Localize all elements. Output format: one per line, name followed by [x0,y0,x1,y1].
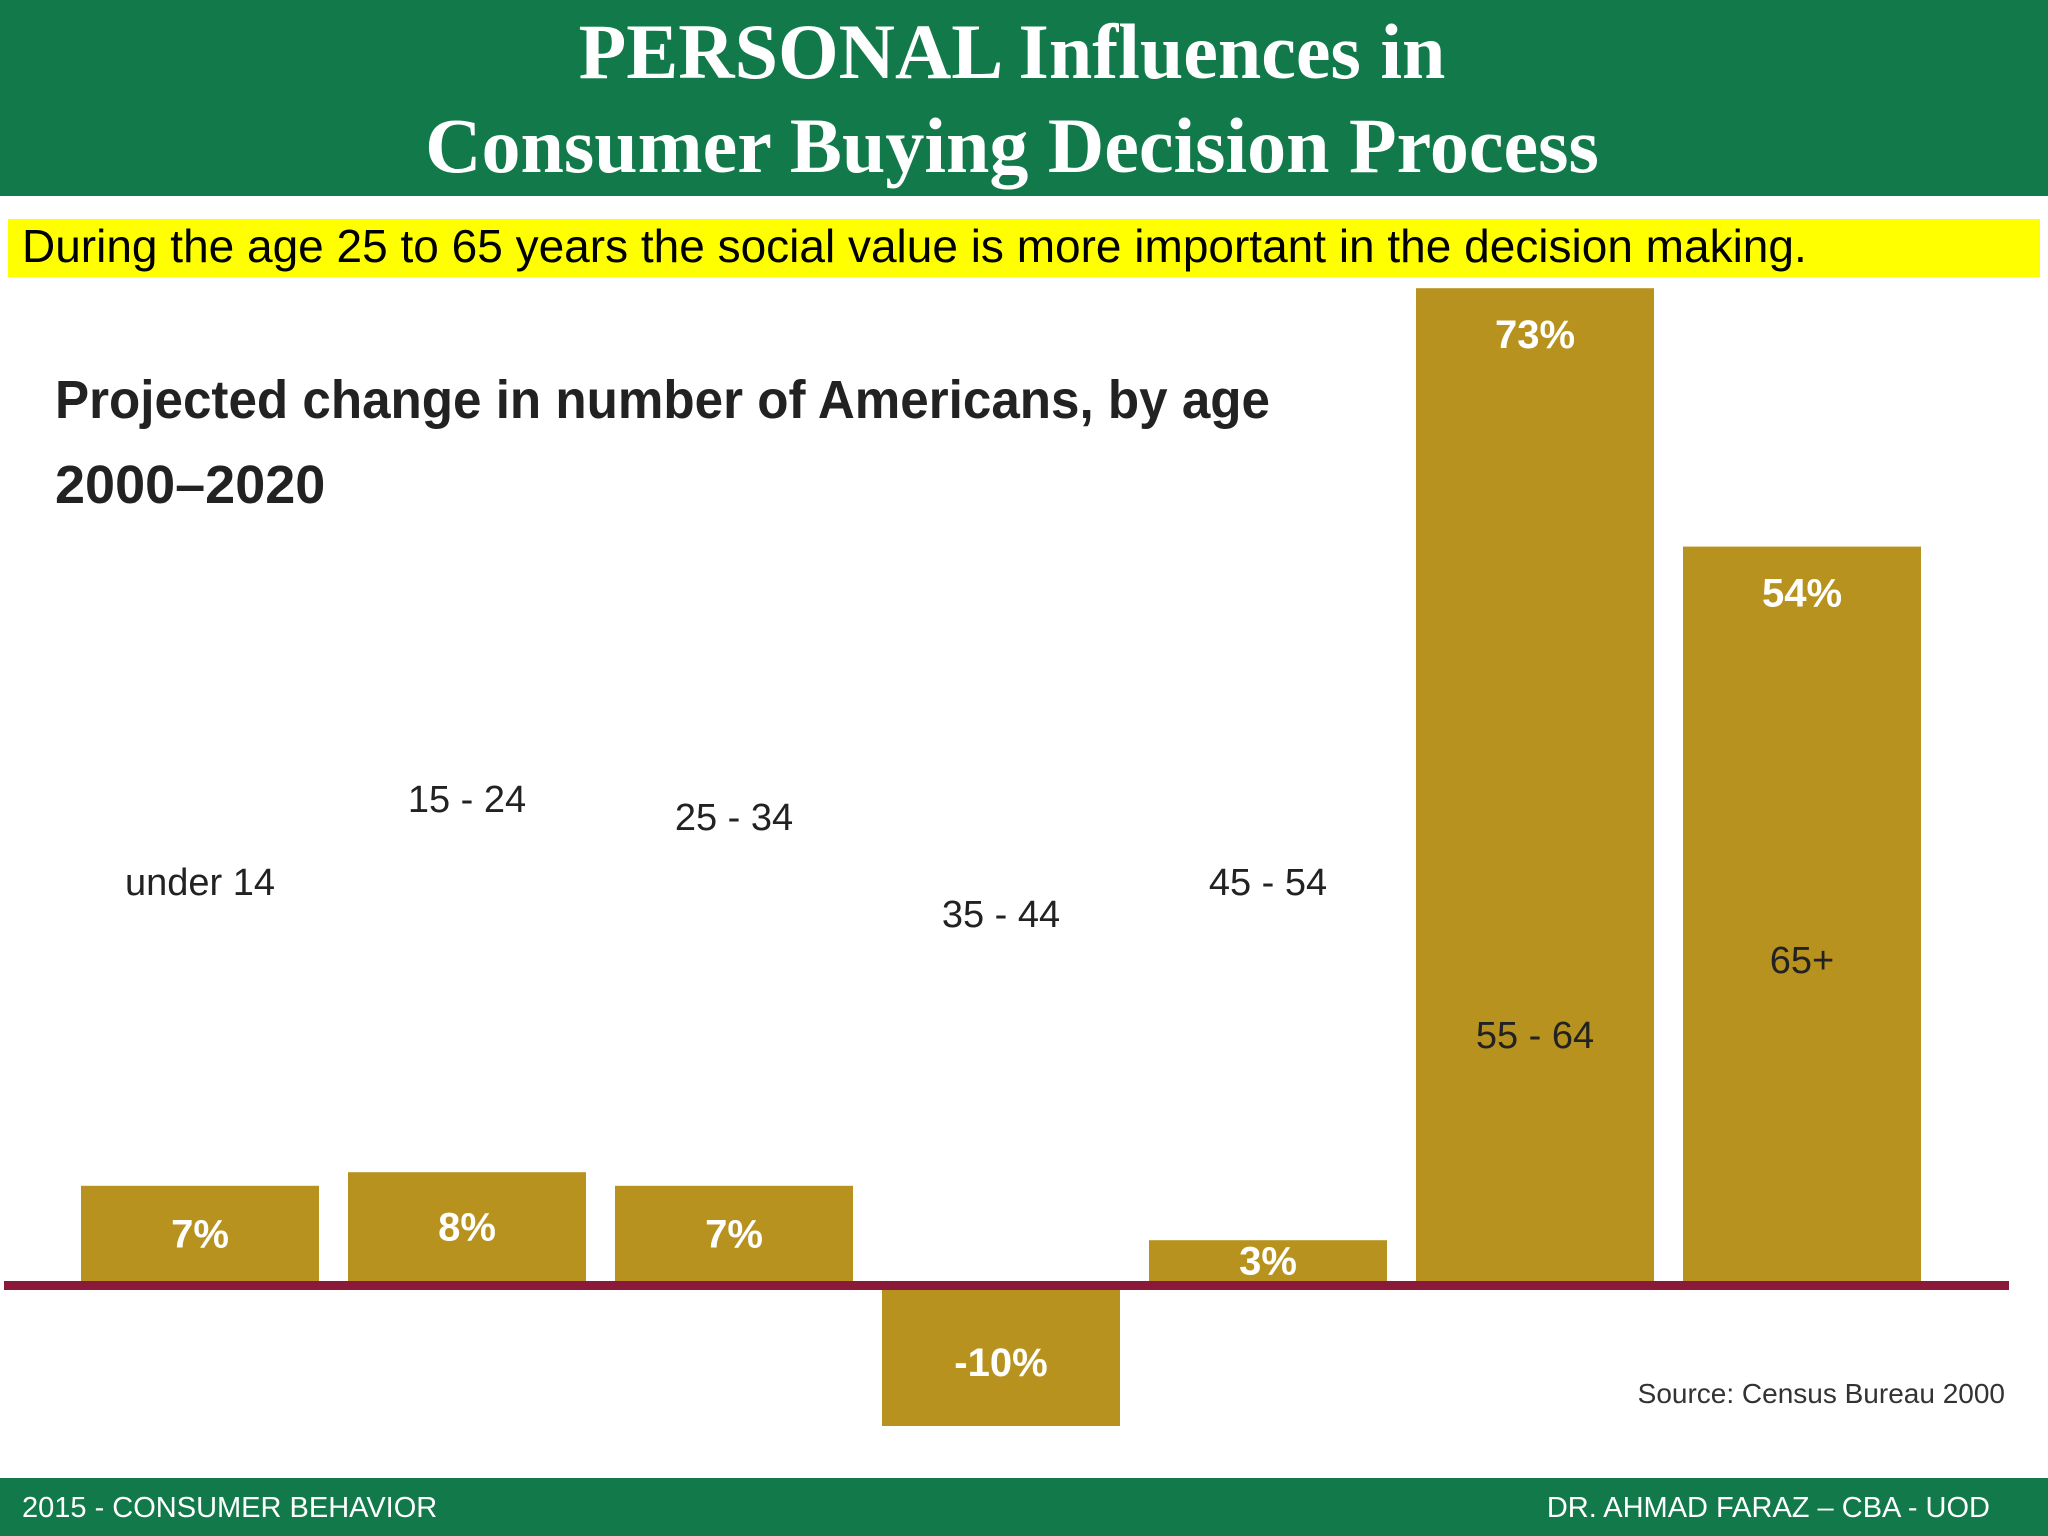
category-label: 65+ [1770,940,1834,982]
chart-title: Projected change in number of Americans,… [55,370,1270,430]
note-band [8,219,2040,277]
footer-band [0,1478,2048,1536]
bar [348,1172,586,1281]
value-label: 7% [705,1212,763,1256]
category-label: 45 - 54 [1209,862,1327,904]
value-label: -10% [954,1341,1047,1385]
bar [615,1185,853,1281]
category-label: 55 - 64 [1476,1015,1594,1057]
category-label: 25 - 34 [675,797,793,839]
bar [1683,546,1921,1281]
value-label: 54% [1762,572,1842,616]
slide-title: Consumer Buying Decision Process [425,102,1599,189]
footer-right: DR. AHMAD FARAZ – CBA - UOD [1547,1492,1990,1524]
bar [1149,1240,1387,1281]
footer-left: 2015 - CONSUMER BEHAVIOR [22,1492,437,1524]
bar [1416,288,1654,1281]
baseline [4,1281,2009,1290]
header-band [0,0,2048,196]
source: Source: Census Bureau 2000 [1638,1378,2005,1409]
value-label: 73% [1495,313,1575,357]
note: During the age 25 to 65 years the social… [22,220,1807,272]
category-label: under 14 [125,862,275,904]
bar [81,1185,319,1281]
slide-title: PERSONAL Influences in [579,8,1446,95]
category-label: 35 - 44 [942,894,1060,936]
category-label: 15 - 24 [408,779,526,821]
value-label: 8% [438,1206,496,1250]
chart-subtitle: 2000–2020 [55,455,325,515]
bar [882,1290,1120,1426]
value-label: 7% [171,1212,229,1256]
value-label: 3% [1239,1240,1297,1284]
